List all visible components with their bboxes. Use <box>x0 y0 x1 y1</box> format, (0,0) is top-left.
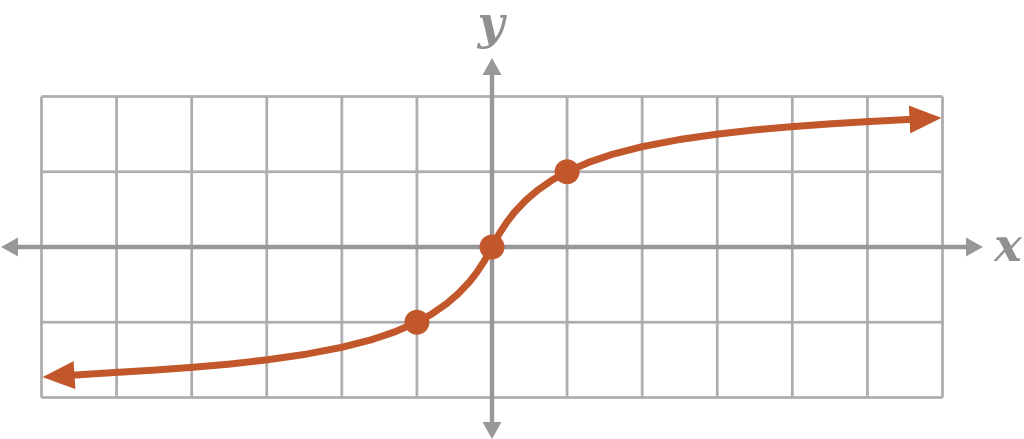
curve-point <box>479 234 505 260</box>
curve-point <box>554 159 580 185</box>
y-axis-label: y <box>477 0 508 50</box>
curve-points <box>404 159 580 335</box>
x-axis-label: x <box>993 218 1022 272</box>
curve-point <box>404 309 430 335</box>
